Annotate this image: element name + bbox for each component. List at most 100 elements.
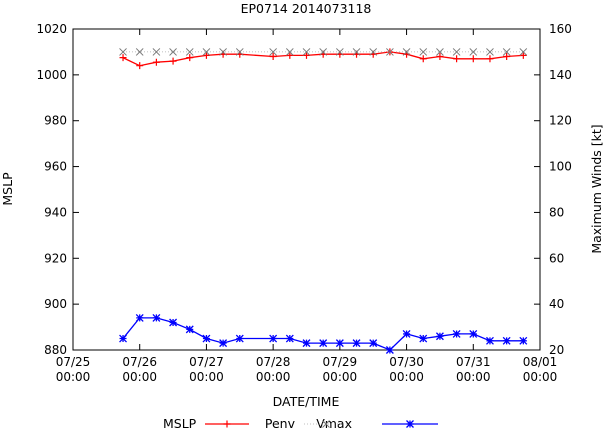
data-point [269, 334, 278, 343]
chart-title: EP0714 2014073118 [241, 1, 372, 16]
legend-swatch-marker [322, 420, 330, 428]
data-point [335, 339, 344, 348]
x-axis-ticks: 07/2500:0007/2600:0007/2700:0007/2800:00… [56, 29, 558, 384]
data-point [469, 329, 478, 338]
data-point [136, 62, 144, 70]
y2-tick-label: 60 [549, 251, 564, 265]
data-point [152, 48, 161, 56]
legend-swatch-marker [223, 420, 231, 428]
data-point [419, 334, 428, 343]
x-tick-label: 07/31 [456, 355, 491, 369]
data-point [235, 48, 244, 56]
data-point [419, 55, 427, 63]
data-point [319, 48, 328, 56]
data-point [185, 325, 194, 334]
y-tick-label: 920 [44, 251, 67, 265]
y-tick-label: 1020 [36, 22, 67, 36]
y2-tick-label: 100 [549, 160, 572, 174]
data-point [302, 339, 311, 348]
data-point [186, 54, 194, 62]
data-point [135, 313, 144, 322]
data-point [169, 48, 177, 56]
data-point [502, 336, 511, 345]
data-point [269, 53, 277, 61]
data-point [369, 339, 378, 348]
y2-tick-label: 20 [549, 343, 564, 357]
y-axis-title: MSLP [0, 172, 15, 206]
data-point [119, 54, 127, 62]
x-tick-label: 08/01 [523, 355, 558, 369]
data-point [503, 53, 511, 61]
x-tick-label: 07/25 [56, 355, 91, 369]
data-point [435, 332, 444, 341]
plot-border [72, 28, 541, 351]
legend-label: Vmax [316, 416, 352, 431]
data-point [302, 48, 311, 56]
series-vmax [119, 48, 528, 56]
data-point [519, 48, 528, 56]
data-point [135, 48, 144, 56]
data-point [453, 55, 461, 63]
legend-label: Penv [265, 416, 296, 431]
legend-swatch-marker [406, 420, 414, 428]
x-tick-label: 07/28 [256, 355, 291, 369]
data-point [285, 334, 294, 343]
data-point [185, 48, 194, 56]
data-point [235, 334, 244, 343]
data-point [452, 48, 461, 56]
data-point [202, 334, 211, 343]
data-point [269, 48, 277, 56]
x-tick-label: 07/27 [189, 355, 224, 369]
x-tick-label: 07/30 [389, 355, 424, 369]
data-point [219, 339, 228, 348]
data-point [469, 55, 477, 63]
x-tick-label-time: 00:00 [389, 370, 424, 384]
data-point [452, 329, 461, 338]
plot-frame [72, 28, 541, 351]
data-point [519, 51, 527, 59]
data-point [202, 48, 211, 56]
data-point [385, 346, 394, 354]
y-tick-label: 960 [44, 160, 67, 174]
data-point [169, 57, 177, 65]
data-point [386, 48, 394, 56]
y-tick-label: 900 [44, 297, 67, 311]
legend-label: MSLP [163, 416, 197, 431]
data-point [436, 53, 444, 61]
data-point [369, 48, 378, 56]
data-point [202, 51, 210, 59]
y2-axis-ticks: 20 40 60 80 100 120 140 160 [534, 22, 572, 357]
data-point [152, 313, 161, 322]
data-point [336, 48, 344, 56]
x-tick-label-time: 00:00 [256, 370, 291, 384]
y-axis-ticks: 880 900 920 940 960 980 1000 1020 [36, 22, 79, 357]
y2-tick-label: 160 [549, 22, 572, 36]
data-point [502, 48, 511, 56]
series-layer [119, 48, 528, 354]
data-point [169, 318, 178, 327]
y2-tick-label: 80 [549, 205, 564, 219]
y2-axis-title: Maximum Winds [kt] [589, 124, 604, 253]
data-point [303, 51, 310, 59]
y-tick-label: 980 [44, 114, 67, 128]
data-point [486, 336, 494, 345]
data-point [519, 336, 528, 345]
data-point [286, 51, 294, 59]
legend: MSLP Penv Vmax [163, 416, 438, 431]
data-point [352, 339, 361, 348]
y-tick-label: 880 [44, 343, 67, 357]
x-tick-label-time: 00:00 [56, 370, 91, 384]
data-point [402, 329, 411, 338]
y2-tick-label: 140 [549, 68, 572, 82]
data-point [119, 48, 127, 56]
data-point [285, 48, 294, 56]
x-axis-title: DATE/TIME [273, 394, 340, 409]
data-point [152, 58, 160, 66]
data-point [119, 334, 127, 343]
data-point [319, 339, 328, 348]
y-tick-label: 940 [44, 205, 67, 219]
data-point [419, 48, 428, 56]
x-tick-label-time: 00:00 [456, 370, 491, 384]
x-tick-label: 07/26 [122, 355, 157, 369]
